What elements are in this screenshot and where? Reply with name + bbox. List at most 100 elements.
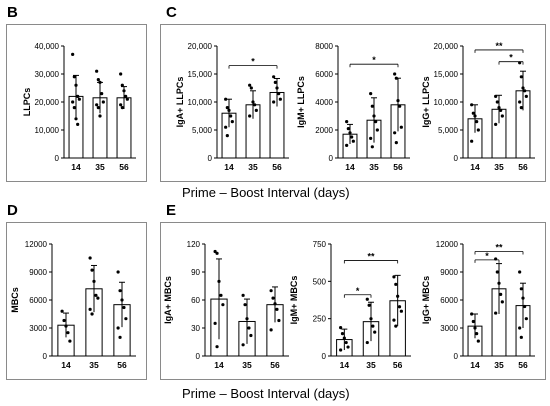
d-mbcs-point-14: [66, 331, 70, 335]
b-llpcs-point-56: [119, 103, 123, 107]
b-llpcs-point-56: [120, 106, 124, 110]
b-llpcs-point-35: [98, 80, 102, 84]
e-iga-y-axis-label: IgA+ MBCs: [163, 276, 173, 324]
b-llpcs-ytick-label: 30,000: [35, 70, 60, 79]
c-iga-point-14: [225, 134, 229, 138]
d-mbcs-point-14: [68, 339, 72, 343]
e-igm-ytick-label: 0: [322, 352, 327, 361]
e-iga-ytick-label: 60: [191, 296, 200, 305]
e-igg-point-14: [476, 339, 480, 343]
e-iga-point-56: [269, 289, 273, 293]
c-iga-xtick-label-14: 14: [224, 162, 234, 172]
c-igg-point-35: [499, 108, 503, 112]
c-igg-xtick-label-35: 35: [494, 162, 504, 172]
c-igm-point-56: [394, 76, 398, 80]
e-igm-point-56: [392, 275, 396, 279]
e-igm-point-35: [365, 297, 369, 301]
b-llpcs-point-14: [72, 106, 76, 110]
e-igm-point-14: [340, 332, 345, 336]
e-iga-point-56: [273, 302, 277, 306]
c-igm-point-14: [348, 131, 352, 135]
c-igm-point-35: [372, 114, 376, 118]
c-igg-point-14: [471, 111, 475, 115]
c-igm-ytick-label: 0: [329, 154, 334, 163]
e-igm-point-56: [392, 318, 396, 322]
b-llpcs-ytick-label: 10,000: [35, 126, 60, 135]
c-iga-point-14: [227, 108, 231, 112]
e-igg-ytick-label: 6000: [440, 296, 458, 305]
c-iga-ytick-label: 20,000: [188, 42, 213, 51]
c-iga-point-35: [253, 103, 257, 107]
c-igg-point-56: [524, 94, 528, 98]
c-igm-point-56: [394, 141, 398, 145]
d-mbcs-point-56: [124, 317, 128, 321]
e-igg-ytick-label: 12000: [436, 240, 459, 249]
b-llpcs-ytick-label: 0: [55, 154, 60, 163]
e-iga-point-35: [241, 343, 245, 347]
x-axis-title-top: Prime – Boost Interval (days): [182, 185, 350, 200]
e-igm-point-14: [339, 326, 343, 330]
c-igg-point-14: [470, 103, 474, 107]
e-igm-ytick-label: 250: [313, 315, 327, 324]
c-igg-point-56: [519, 106, 523, 110]
b-llpcs-point-14: [74, 83, 78, 87]
c-igm-point-35: [369, 92, 373, 96]
e-igm-y-axis-label: IgM+ MBCs: [289, 276, 299, 325]
e-igm-ytick-label: 750: [313, 240, 327, 249]
e-igm-point-14: [346, 345, 350, 349]
e-igm-point-35: [373, 330, 377, 334]
e-iga-point-14: [219, 293, 223, 297]
d-mbcs-point-14: [60, 309, 64, 313]
e-iga-point-56: [269, 328, 273, 332]
d-mbcs-point-35: [90, 268, 94, 272]
e-iga-point-35: [243, 303, 247, 307]
d-mbcs-point-35: [96, 296, 100, 300]
e-igg-point-56: [524, 317, 528, 321]
c-igg-point-35: [494, 94, 498, 98]
e-igg-point-14: [475, 332, 479, 336]
b-llpcs-point-35: [96, 78, 100, 82]
d-mbcs-point-56: [120, 298, 124, 302]
e-iga-point-14: [213, 321, 217, 325]
b-llpcs-point-14: [71, 52, 75, 57]
c-igm-point-56: [396, 99, 400, 103]
panel-label-d: D: [7, 202, 18, 219]
c-igm-point-56: [399, 125, 403, 129]
c-igm-point-35: [375, 128, 379, 132]
d-mbcs-ytick-label: 0: [43, 352, 48, 361]
c-iga-point-56: [278, 97, 282, 101]
c-igg-ytick-label: 0: [454, 154, 459, 163]
c-igm-point-35: [369, 136, 373, 140]
e-iga-point-56: [271, 296, 275, 300]
e-igm-point-35: [369, 317, 373, 321]
e-igg-xtick-label-56: 56: [518, 360, 528, 370]
c-igg-ytick-label: 5,000: [438, 126, 459, 135]
c-iga-ytick-label: 0: [208, 154, 213, 163]
e-igg-point-56: [519, 287, 523, 291]
b-llpcs-point-14: [71, 100, 75, 104]
x-axis-title-bottom: Prime – Boost Interval (days): [182, 386, 350, 401]
c-igg-sig-label: *: [509, 53, 513, 63]
c-igg-point-14: [470, 139, 474, 143]
e-igg-point-56: [519, 335, 523, 339]
d-mbcs-ytick-label: 9000: [29, 268, 47, 277]
e-igm-xtick-label-14: 14: [340, 360, 350, 370]
b-llpcs-ytick-label: 40,000: [35, 42, 60, 51]
e-igg-point-35: [495, 270, 499, 274]
c-igg-point-35: [500, 114, 504, 118]
c-igg-point-56: [521, 86, 525, 90]
d-mbcs-point-35: [88, 307, 92, 311]
e-iga-ytick-label: 30: [191, 324, 200, 333]
c-iga-xtick-label-35: 35: [248, 162, 258, 172]
b-llpcs-point-56: [125, 97, 129, 101]
e-igm-point-56: [396, 294, 400, 298]
d-mbcs-ytick-label: 6000: [29, 296, 47, 305]
e-iga-point-14: [221, 303, 225, 307]
e-igm-point-56: [397, 305, 402, 309]
c-iga-point-14: [229, 114, 233, 118]
c-igg-ytick-label: 15,000: [434, 70, 459, 79]
c-igg-xtick-label-14: 14: [470, 162, 480, 172]
c-iga-point-35: [249, 86, 253, 90]
d-mbcs-point-56: [116, 326, 120, 330]
